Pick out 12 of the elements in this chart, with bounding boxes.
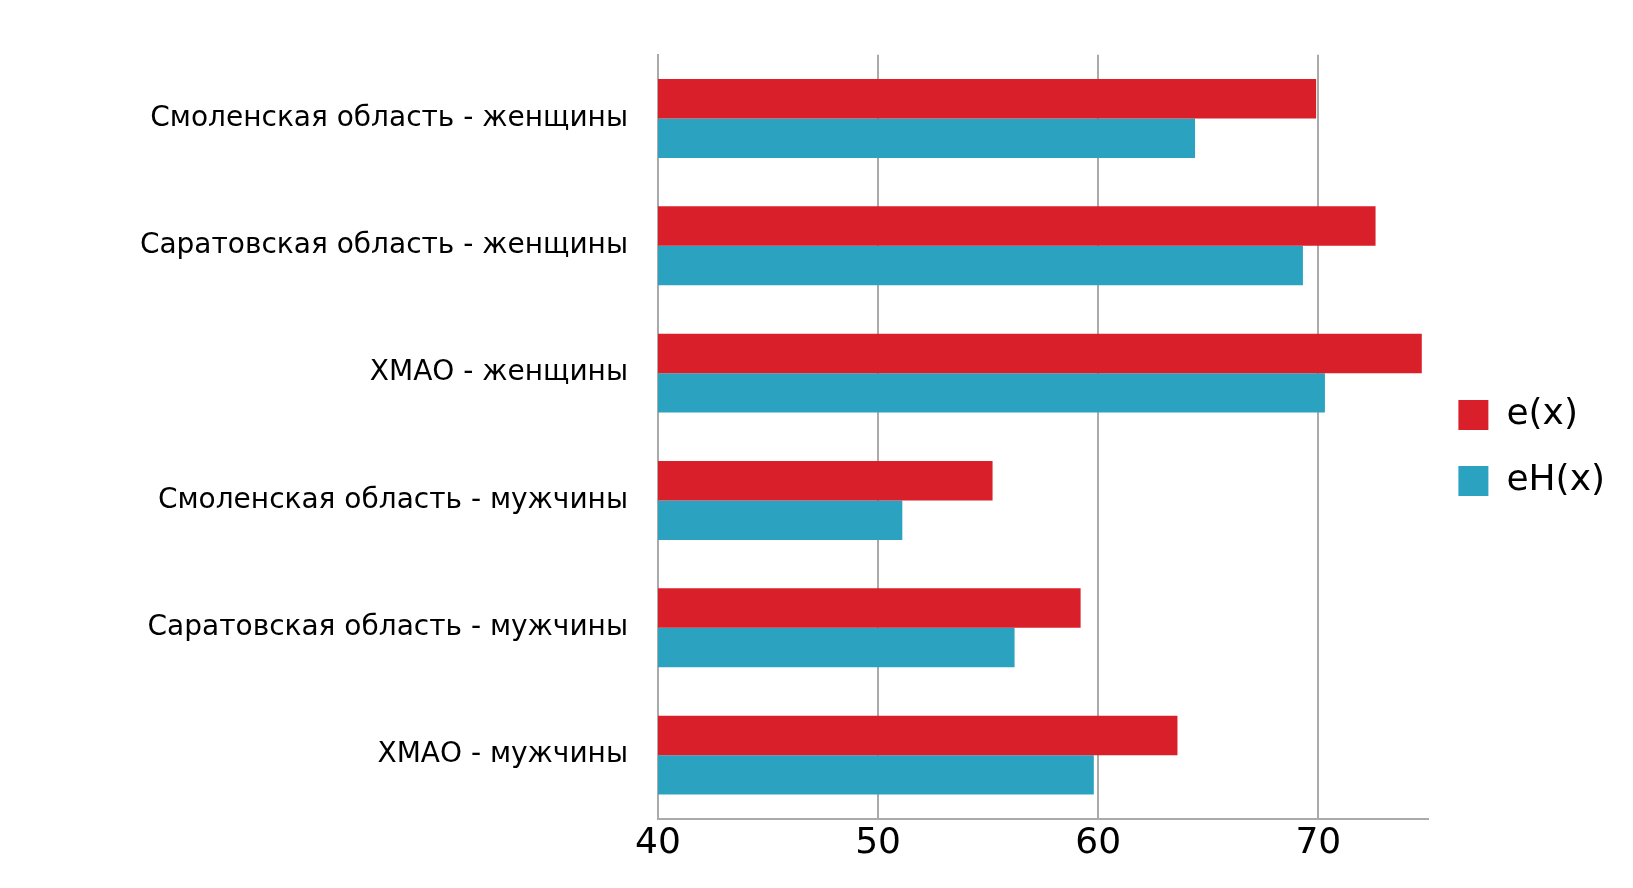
y-tick-label: Смоленская область - мужчины — [157, 481, 628, 515]
legend-label: e(x) — [1506, 391, 1578, 433]
x-tick-label: 40 — [635, 819, 681, 861]
y-tick-label: ХМАО - мужчины — [377, 736, 628, 770]
x-tick-label: 50 — [855, 819, 902, 861]
x-tick-label: 60 — [1075, 819, 1122, 861]
x-tick-label: 70 — [1295, 819, 1342, 861]
y-tick-label: ХМАО - женщины — [369, 354, 628, 388]
y-tick-label: Саратовская область - мужчины — [147, 609, 628, 643]
legend-label: eH(x) — [1506, 457, 1606, 499]
y-tick-label: Смоленская область - женщины — [150, 99, 628, 133]
y-tick-label: Саратовская область - женщины — [139, 227, 628, 261]
